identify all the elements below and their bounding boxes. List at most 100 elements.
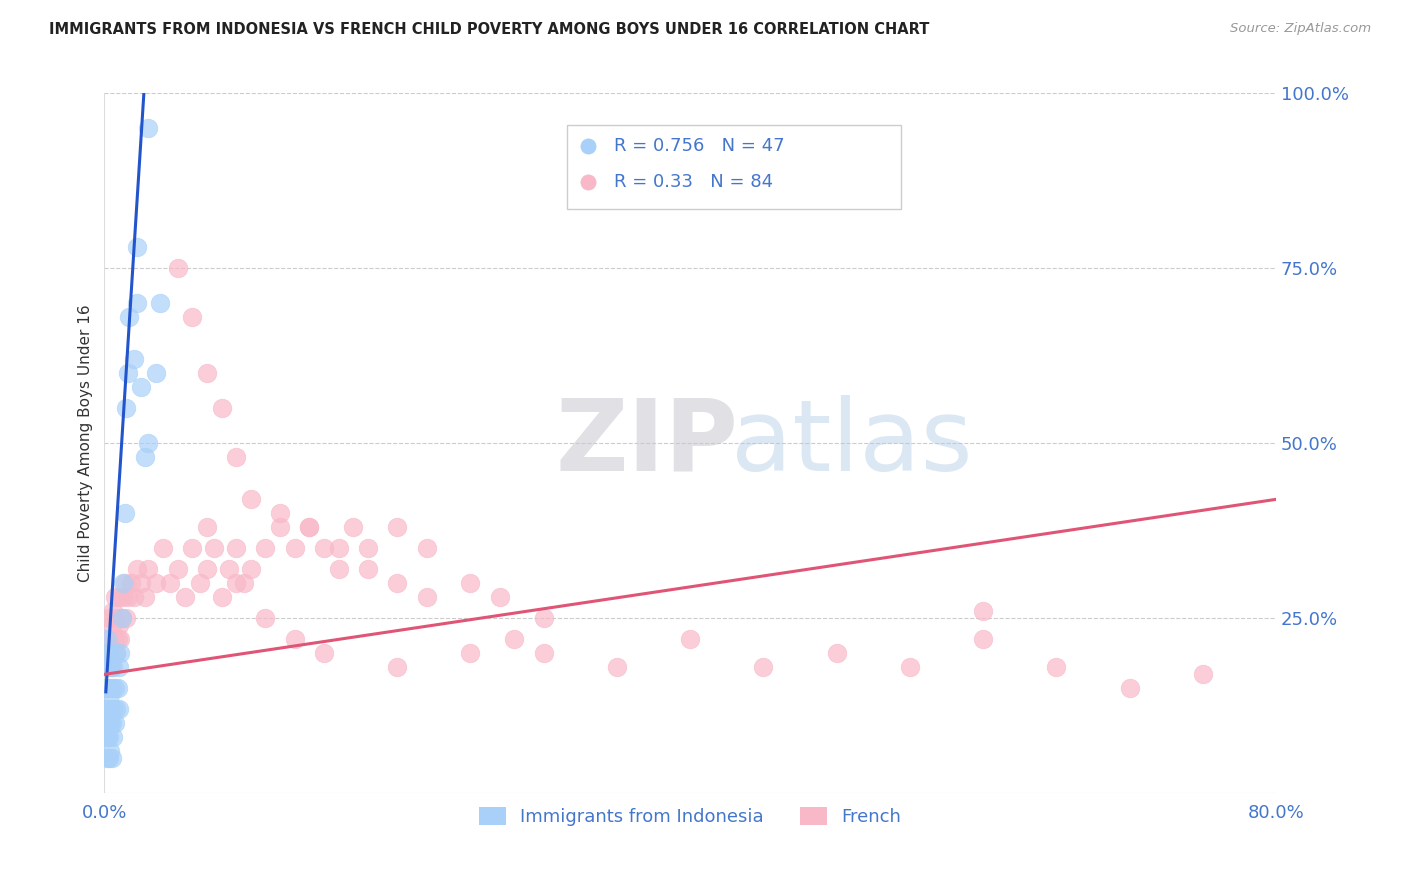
Point xyxy=(195,562,218,576)
Point xyxy=(101,702,124,716)
Point xyxy=(825,646,848,660)
Point xyxy=(97,731,120,745)
Point xyxy=(97,702,120,716)
Point xyxy=(181,541,204,556)
Point xyxy=(357,541,380,556)
Point xyxy=(312,646,335,660)
Point xyxy=(134,450,156,465)
Text: R = 0.33   N = 84: R = 0.33 N = 84 xyxy=(614,173,773,191)
Point xyxy=(328,562,350,576)
Point xyxy=(98,744,121,758)
Point xyxy=(136,436,159,450)
Point xyxy=(100,618,122,632)
Point xyxy=(211,591,233,605)
Point xyxy=(1191,667,1213,681)
Point xyxy=(387,576,409,591)
Point xyxy=(96,632,118,647)
Point xyxy=(166,562,188,576)
Point xyxy=(188,576,211,591)
Point xyxy=(108,660,131,674)
Point xyxy=(105,646,128,660)
Point xyxy=(104,591,127,605)
Point xyxy=(100,751,122,765)
Point xyxy=(122,352,145,367)
Point xyxy=(232,576,254,591)
Point xyxy=(269,507,291,521)
Point xyxy=(202,541,225,556)
Point xyxy=(125,240,148,254)
Point xyxy=(96,660,118,674)
Point xyxy=(96,681,118,696)
Point xyxy=(111,611,134,625)
Point xyxy=(108,702,131,716)
Point xyxy=(357,562,380,576)
Point xyxy=(1118,681,1140,696)
Point xyxy=(100,716,122,731)
Point xyxy=(98,632,121,647)
Point xyxy=(96,716,118,731)
Point xyxy=(97,646,120,660)
Point xyxy=(98,716,121,731)
Text: ZIP: ZIP xyxy=(555,395,738,491)
Legend: Immigrants from Indonesia, French: Immigrants from Indonesia, French xyxy=(471,799,908,833)
Point xyxy=(105,611,128,625)
Point xyxy=(97,646,120,660)
Point xyxy=(488,591,510,605)
Point xyxy=(122,591,145,605)
Point xyxy=(100,681,122,696)
Point xyxy=(149,296,172,310)
Point xyxy=(387,660,409,674)
Point xyxy=(97,681,120,696)
Point xyxy=(218,562,240,576)
Point xyxy=(101,646,124,660)
Point xyxy=(254,541,277,556)
Point xyxy=(174,591,197,605)
Point xyxy=(298,520,321,534)
Point xyxy=(972,604,994,618)
Point xyxy=(129,576,152,591)
Point xyxy=(104,681,127,696)
Point xyxy=(145,576,167,591)
Point xyxy=(98,611,121,625)
Point xyxy=(195,367,218,381)
Point xyxy=(503,632,526,647)
Point xyxy=(94,646,117,660)
Point xyxy=(211,401,233,416)
Point xyxy=(195,520,218,534)
Point xyxy=(415,541,437,556)
Point xyxy=(284,541,307,556)
Point xyxy=(129,380,152,394)
Point xyxy=(112,591,135,605)
Point xyxy=(94,702,117,716)
Point xyxy=(94,681,117,696)
Point xyxy=(269,520,291,534)
Point xyxy=(104,632,127,647)
Point xyxy=(972,632,994,647)
Point xyxy=(114,576,136,591)
Point xyxy=(533,611,555,625)
Point xyxy=(166,261,188,276)
Point xyxy=(108,618,131,632)
Point xyxy=(460,576,482,591)
Point xyxy=(115,401,138,416)
Point xyxy=(298,520,321,534)
Point xyxy=(752,660,775,674)
Point xyxy=(101,660,124,674)
Point xyxy=(136,562,159,576)
Point xyxy=(110,646,132,660)
Point xyxy=(152,541,174,556)
Point xyxy=(94,731,117,745)
Text: Source: ZipAtlas.com: Source: ZipAtlas.com xyxy=(1230,22,1371,36)
Point xyxy=(105,702,128,716)
Text: IMMIGRANTS FROM INDONESIA VS FRENCH CHILD POVERTY AMONG BOYS UNDER 16 CORRELATIO: IMMIGRANTS FROM INDONESIA VS FRENCH CHIL… xyxy=(49,22,929,37)
Point xyxy=(107,681,129,696)
Point xyxy=(98,660,121,674)
Point xyxy=(145,367,167,381)
Point xyxy=(342,520,364,534)
Point xyxy=(107,632,129,647)
Point xyxy=(118,310,141,325)
Point xyxy=(96,751,118,765)
Point xyxy=(697,139,720,153)
Point xyxy=(114,507,136,521)
Point xyxy=(136,121,159,136)
